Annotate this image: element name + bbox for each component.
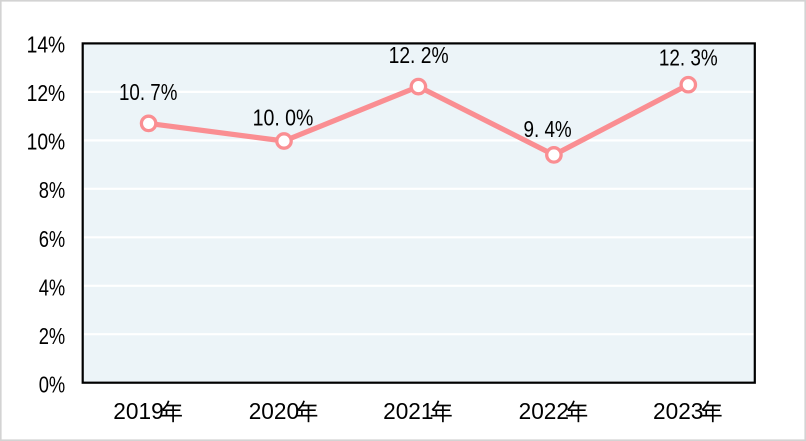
svg-text:2023: 2023	[653, 398, 703, 424]
svg-text:12%: 12%	[27, 80, 66, 106]
svg-text:2021: 2021	[383, 398, 433, 424]
svg-text:4%: 4%	[39, 274, 66, 300]
svg-text:14%: 14%	[27, 32, 66, 58]
svg-text:2019: 2019	[113, 398, 163, 424]
svg-text:2022: 2022	[519, 398, 569, 424]
svg-text:6%: 6%	[39, 226, 66, 252]
svg-text:8%: 8%	[39, 177, 66, 203]
svg-text:2020: 2020	[249, 398, 299, 424]
svg-text:12. 2%: 12. 2%	[389, 42, 449, 68]
svg-text:10. 7%: 10. 7%	[119, 79, 177, 105]
svg-text:2%: 2%	[39, 323, 66, 349]
svg-text:9. 4%: 9. 4%	[524, 116, 572, 142]
svg-text:12. 3%: 12. 3%	[659, 44, 718, 70]
svg-text:10%: 10%	[27, 129, 66, 155]
svg-text:0%: 0%	[39, 372, 66, 398]
svg-text:10. 0%: 10. 0%	[253, 105, 314, 131]
